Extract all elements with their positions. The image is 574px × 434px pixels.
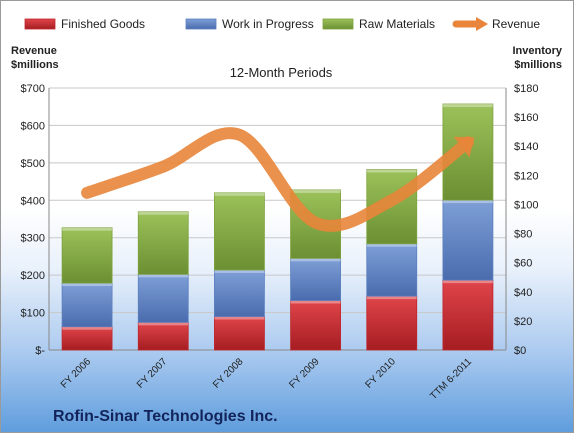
bar-work-in-progress: [214, 269, 265, 317]
right-tick-label: $40: [514, 287, 532, 299]
right-tick-label: $80: [514, 229, 532, 241]
right-tick-label: $160: [514, 112, 538, 124]
grid-lines: [49, 87, 506, 314]
bar-work-in-progress: [137, 273, 189, 323]
left-tick-label: $100: [21, 308, 45, 320]
right-axis-title-line: Inventory: [512, 45, 562, 57]
bar-highlight: [62, 326, 113, 330]
right-tick-label: $0: [514, 345, 526, 357]
legend-swatch-finished-goods: [24, 18, 56, 30]
category-label: FY 2006: [59, 356, 94, 391]
legend-swatch-work-in-progress: [185, 18, 217, 30]
bar-highlight: [62, 283, 113, 287]
right-tick-label: $180: [514, 83, 538, 95]
left-tick-label: $700: [21, 83, 45, 95]
right-tick-label: $20: [514, 316, 532, 328]
left-axis-title-line: Revenue: [11, 45, 57, 57]
right-axis-title-line: $millions: [514, 59, 562, 71]
legend-swatch-raw-materials: [322, 18, 354, 30]
bar-highlight: [62, 227, 113, 231]
chart-title: 12-Month Periods: [230, 65, 333, 80]
left-tick-label: $400: [21, 195, 45, 207]
bar-work-in-progress: [290, 257, 341, 301]
legend-arrow: [476, 17, 488, 31]
bars: [61, 103, 494, 351]
category-label: FY 2007: [135, 356, 170, 391]
right-axis-title: Inventory $millions: [512, 45, 562, 71]
left-tick-label: $300: [21, 233, 45, 245]
bar-raw-materials: [214, 192, 265, 271]
left-axis-title: Revenue $millions: [11, 45, 59, 71]
bar-finished-goods: [61, 326, 113, 351]
right-tick-label: $100: [514, 199, 538, 211]
bar-highlight: [442, 200, 493, 204]
bar-highlight: [138, 322, 189, 326]
bar-finished-goods: [214, 316, 265, 351]
bar-raw-materials: [61, 227, 113, 284]
left-axis-title-line: $millions: [11, 59, 59, 71]
right-tick-label: $120: [514, 170, 538, 182]
bar-highlight: [442, 280, 493, 284]
left-tick-label: $500: [21, 158, 45, 170]
bar-work-in-progress: [442, 199, 494, 281]
right-tick-label: $140: [514, 141, 538, 153]
bar-highlight: [442, 104, 493, 108]
legend-label-raw-materials: Raw Materials: [359, 17, 435, 31]
bar-work-in-progress: [366, 243, 418, 297]
bar-highlight: [366, 243, 417, 247]
left-tick-label: $-: [35, 345, 45, 357]
category-label: TTM 6-2011: [428, 356, 474, 402]
bar-finished-goods: [137, 321, 189, 351]
revenue-arrow: [453, 136, 475, 158]
bar-highlight: [214, 192, 265, 196]
bar-highlight: [138, 211, 189, 215]
revenue-line: [81, 127, 474, 232]
labels: 12-Month Periods Revenue $millionsInvento…: [11, 45, 563, 80]
legend-label-work-in-progress: Work in Progress: [222, 17, 314, 31]
bar-finished-goods: [290, 300, 341, 351]
bar-highlight: [138, 274, 189, 278]
bar-highlight: [214, 269, 265, 273]
bar-work-in-progress: [61, 282, 113, 328]
legend-label-finished-goods: Finished Goods: [61, 17, 145, 31]
category-label: FY 2010: [363, 356, 398, 391]
legend-label-revenue: Revenue: [492, 17, 540, 31]
bar-highlight: [290, 300, 341, 304]
bar-highlight: [366, 169, 417, 173]
revenue-line-group: [81, 127, 475, 232]
bar-highlight: [214, 316, 265, 320]
category-label: FY 2009: [287, 356, 322, 391]
bar-highlight: [290, 258, 341, 262]
right-tick-label: $60: [514, 258, 532, 270]
bar-highlight: [290, 189, 341, 193]
bar-finished-goods: [366, 295, 418, 351]
left-tick-label: $200: [21, 270, 45, 282]
legend: Finished Goods Work in Progress Raw Materi…: [24, 17, 540, 31]
bar-finished-goods: [442, 279, 494, 351]
bar-raw-materials: [137, 211, 189, 275]
category-label: FY 2008: [211, 356, 246, 391]
bar-highlight: [366, 296, 417, 300]
company-name: Rofin-Sinar Technologies Inc.: [53, 408, 278, 425]
left-tick-label: $600: [21, 120, 45, 132]
